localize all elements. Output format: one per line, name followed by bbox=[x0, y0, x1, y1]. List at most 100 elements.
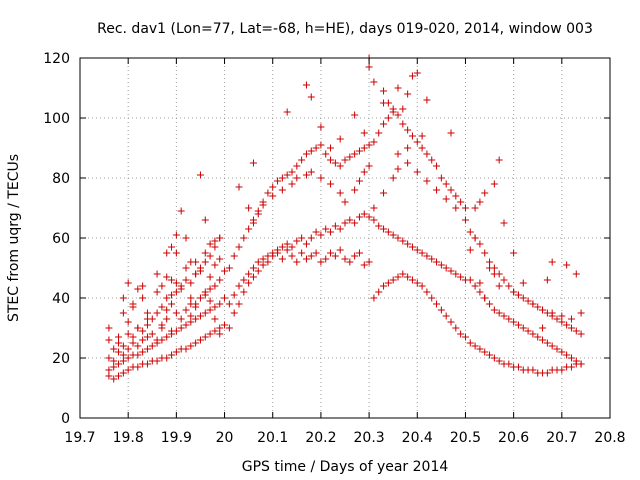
data-point bbox=[543, 339, 551, 347]
data-point bbox=[216, 300, 224, 308]
data-point bbox=[307, 234, 315, 242]
data-point bbox=[249, 159, 257, 167]
data-point bbox=[163, 249, 171, 257]
data-point bbox=[168, 327, 176, 335]
data-point bbox=[201, 216, 209, 224]
data-point bbox=[418, 282, 426, 290]
data-point bbox=[457, 198, 465, 206]
data-point bbox=[235, 300, 243, 308]
data-point bbox=[486, 351, 494, 359]
data-point bbox=[211, 243, 219, 251]
data-point bbox=[134, 363, 142, 371]
data-point bbox=[129, 333, 137, 341]
data-point bbox=[163, 354, 171, 362]
data-point bbox=[172, 249, 180, 257]
data-point bbox=[327, 249, 335, 257]
data-point bbox=[394, 165, 402, 173]
data-point bbox=[418, 132, 426, 140]
data-point bbox=[143, 321, 151, 329]
data-point bbox=[211, 327, 219, 335]
data-point bbox=[408, 276, 416, 284]
data-point bbox=[428, 294, 436, 302]
data-point bbox=[336, 189, 344, 197]
data-point bbox=[177, 285, 185, 293]
data-point bbox=[269, 183, 277, 191]
data-point bbox=[408, 243, 416, 251]
data-point bbox=[293, 237, 301, 245]
data-point bbox=[274, 249, 282, 257]
data-point bbox=[322, 225, 330, 233]
data-point bbox=[312, 249, 320, 257]
data-point bbox=[168, 291, 176, 299]
data-point bbox=[384, 279, 392, 287]
data-point bbox=[110, 363, 118, 371]
data-point bbox=[302, 81, 310, 89]
data-point bbox=[278, 255, 286, 263]
data-point bbox=[567, 324, 575, 332]
data-point bbox=[466, 246, 474, 254]
data-point bbox=[172, 231, 180, 239]
data-point bbox=[139, 348, 147, 356]
data-point bbox=[355, 249, 363, 257]
data-point bbox=[274, 177, 282, 185]
data-point bbox=[336, 135, 344, 143]
data-point bbox=[134, 285, 142, 293]
data-point bbox=[355, 147, 363, 155]
data-point bbox=[139, 294, 147, 302]
data-point bbox=[245, 279, 253, 287]
data-point bbox=[163, 315, 171, 323]
data-point bbox=[331, 159, 339, 167]
data-point bbox=[452, 270, 460, 278]
data-point bbox=[317, 231, 325, 239]
data-point bbox=[264, 258, 272, 266]
data-point bbox=[269, 192, 277, 200]
data-point bbox=[370, 216, 378, 224]
data-point bbox=[490, 354, 498, 362]
data-point bbox=[211, 303, 219, 311]
data-point bbox=[187, 312, 195, 320]
data-point bbox=[293, 174, 301, 182]
data-point bbox=[119, 294, 127, 302]
data-point bbox=[457, 330, 465, 338]
data-point bbox=[423, 177, 431, 185]
data-point bbox=[375, 288, 383, 296]
data-point bbox=[172, 279, 180, 287]
data-point bbox=[153, 270, 161, 278]
data-point bbox=[110, 345, 118, 353]
data-point bbox=[206, 285, 214, 293]
data-point bbox=[124, 366, 132, 374]
data-point bbox=[153, 288, 161, 296]
data-point bbox=[187, 342, 195, 350]
data-point bbox=[466, 276, 474, 284]
data-point bbox=[380, 120, 388, 128]
data-point bbox=[404, 273, 412, 281]
data-point bbox=[404, 90, 412, 98]
data-point bbox=[278, 186, 286, 194]
data-point bbox=[577, 309, 585, 317]
data-point bbox=[428, 156, 436, 164]
data-point bbox=[471, 234, 479, 242]
y-tick-label: 100 bbox=[43, 111, 70, 127]
data-point bbox=[510, 318, 518, 326]
data-point bbox=[423, 288, 431, 296]
data-point bbox=[201, 309, 209, 317]
data-point bbox=[486, 300, 494, 308]
data-point bbox=[351, 186, 359, 194]
data-point bbox=[211, 315, 219, 323]
data-point bbox=[543, 369, 551, 377]
x-tick-label: 20.3 bbox=[354, 430, 385, 446]
data-point bbox=[143, 333, 151, 341]
data-point bbox=[389, 174, 397, 182]
data-point bbox=[259, 201, 267, 209]
grid bbox=[80, 58, 610, 418]
data-point bbox=[240, 234, 248, 242]
data-point bbox=[553, 345, 561, 353]
chart-title: Rec. dav1 (Lon=77, Lat=-68, h=HE), days … bbox=[97, 21, 593, 37]
data-point bbox=[105, 324, 113, 332]
data-point bbox=[351, 150, 359, 158]
data-point bbox=[380, 189, 388, 197]
data-point bbox=[529, 366, 537, 374]
data-point bbox=[476, 240, 484, 248]
data-point bbox=[322, 255, 330, 263]
data-point bbox=[442, 180, 450, 188]
